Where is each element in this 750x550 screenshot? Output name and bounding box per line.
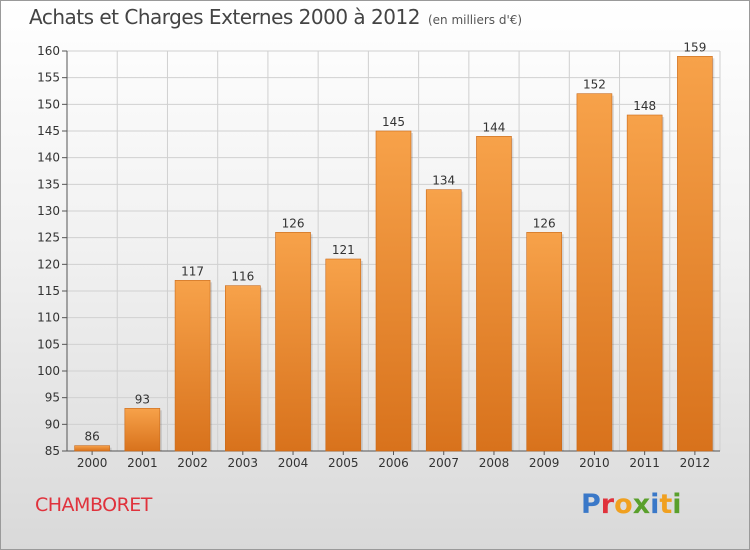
logo-letter: t — [659, 489, 673, 520]
bar-2005 — [325, 258, 362, 452]
bar-2009 — [526, 232, 562, 452]
y-tick-label: 135 — [37, 177, 60, 191]
y-tick-label: 130 — [37, 204, 60, 218]
y-tick-label: 140 — [37, 151, 60, 165]
bar-value-label: 134 — [432, 174, 455, 188]
y-tick-label: 110 — [37, 311, 60, 325]
chart-subtitle: (en milliers d'€) — [427, 13, 523, 27]
y-tick-label: 115 — [37, 284, 60, 298]
bar-2006 — [375, 130, 412, 452]
bar-value-label: 145 — [382, 115, 405, 129]
y-tick-label: 95 — [45, 391, 60, 405]
y-tick-label: 120 — [37, 257, 60, 271]
y-tick-label: 100 — [37, 364, 60, 378]
x-tick-label: 2002 — [177, 456, 208, 470]
x-tick-label: 2003 — [228, 456, 259, 470]
x-tick-label: 2010 — [579, 456, 610, 470]
bar-value-label: 86 — [84, 430, 99, 444]
bar-value-label: 159 — [683, 40, 706, 54]
bar-value-label: 144 — [483, 120, 506, 134]
bar-2002 — [174, 280, 211, 452]
y-tick-label: 105 — [37, 337, 60, 351]
bar-2003 — [225, 285, 261, 452]
x-tick-label: 2005 — [328, 456, 359, 470]
bar-value-label: 116 — [231, 270, 254, 284]
logo-letter: i — [672, 489, 682, 520]
bar-2008 — [476, 136, 512, 452]
x-tick-label: 2001 — [127, 456, 158, 470]
y-tick-label: 160 — [37, 44, 60, 58]
x-tick-label: 2006 — [378, 456, 409, 470]
logo-letter: r — [600, 489, 615, 520]
bar-2004 — [275, 232, 311, 452]
bar-value-label: 117 — [181, 264, 204, 278]
bar-2001 — [124, 408, 161, 452]
bar-value-label: 152 — [583, 78, 606, 92]
x-tick-label: 2009 — [529, 456, 560, 470]
x-tick-label: 2007 — [428, 456, 459, 470]
proxiti-logo[interactable]: Proxiti — [581, 489, 682, 520]
logo-letter: o — [614, 489, 633, 520]
chart-title: Achats et Charges Externes 2000 à 2012 (e… — [29, 5, 522, 29]
x-tick-label: 2004 — [278, 456, 309, 470]
logo-letter: x — [632, 489, 651, 520]
y-tick-label: 145 — [37, 124, 60, 138]
bar-2012 — [677, 56, 713, 452]
chart-title-text: Achats et Charges Externes 2000 à 2012 — [29, 5, 420, 29]
x-tick-label: 2012 — [680, 456, 711, 470]
bar-2000 — [74, 445, 110, 452]
axes: 85 90 95 100 105 110 115 120 125 130 135 140 145 150 1… — [37, 44, 720, 470]
y-tick-label: 150 — [37, 97, 60, 111]
bar-value-label: 126 — [533, 216, 556, 230]
bar-2010 — [576, 93, 613, 452]
logo-letter: P — [581, 489, 601, 520]
bar-value-label: 148 — [633, 99, 656, 113]
y-tick-label: 85 — [45, 444, 60, 458]
bars: 86 93 117 116 126 121 145 134 144 126 152 148 159 — [74, 40, 715, 452]
commune-name: CHAMBORET — [35, 494, 152, 516]
y-tick-label: 90 — [45, 417, 60, 431]
x-tick-label: 2000 — [77, 456, 108, 470]
bar-value-label: 126 — [282, 216, 305, 230]
bar-value-label: 93 — [135, 392, 150, 406]
x-tick-label: 2008 — [479, 456, 510, 470]
logo-letter: i — [650, 489, 660, 520]
bar-2007 — [425, 189, 462, 452]
bar-2011 — [626, 114, 663, 452]
x-tick-label: 2011 — [629, 456, 660, 470]
y-tick-label: 125 — [37, 231, 60, 245]
y-tick-label: 155 — [37, 71, 60, 85]
bar-value-label: 121 — [332, 243, 355, 257]
